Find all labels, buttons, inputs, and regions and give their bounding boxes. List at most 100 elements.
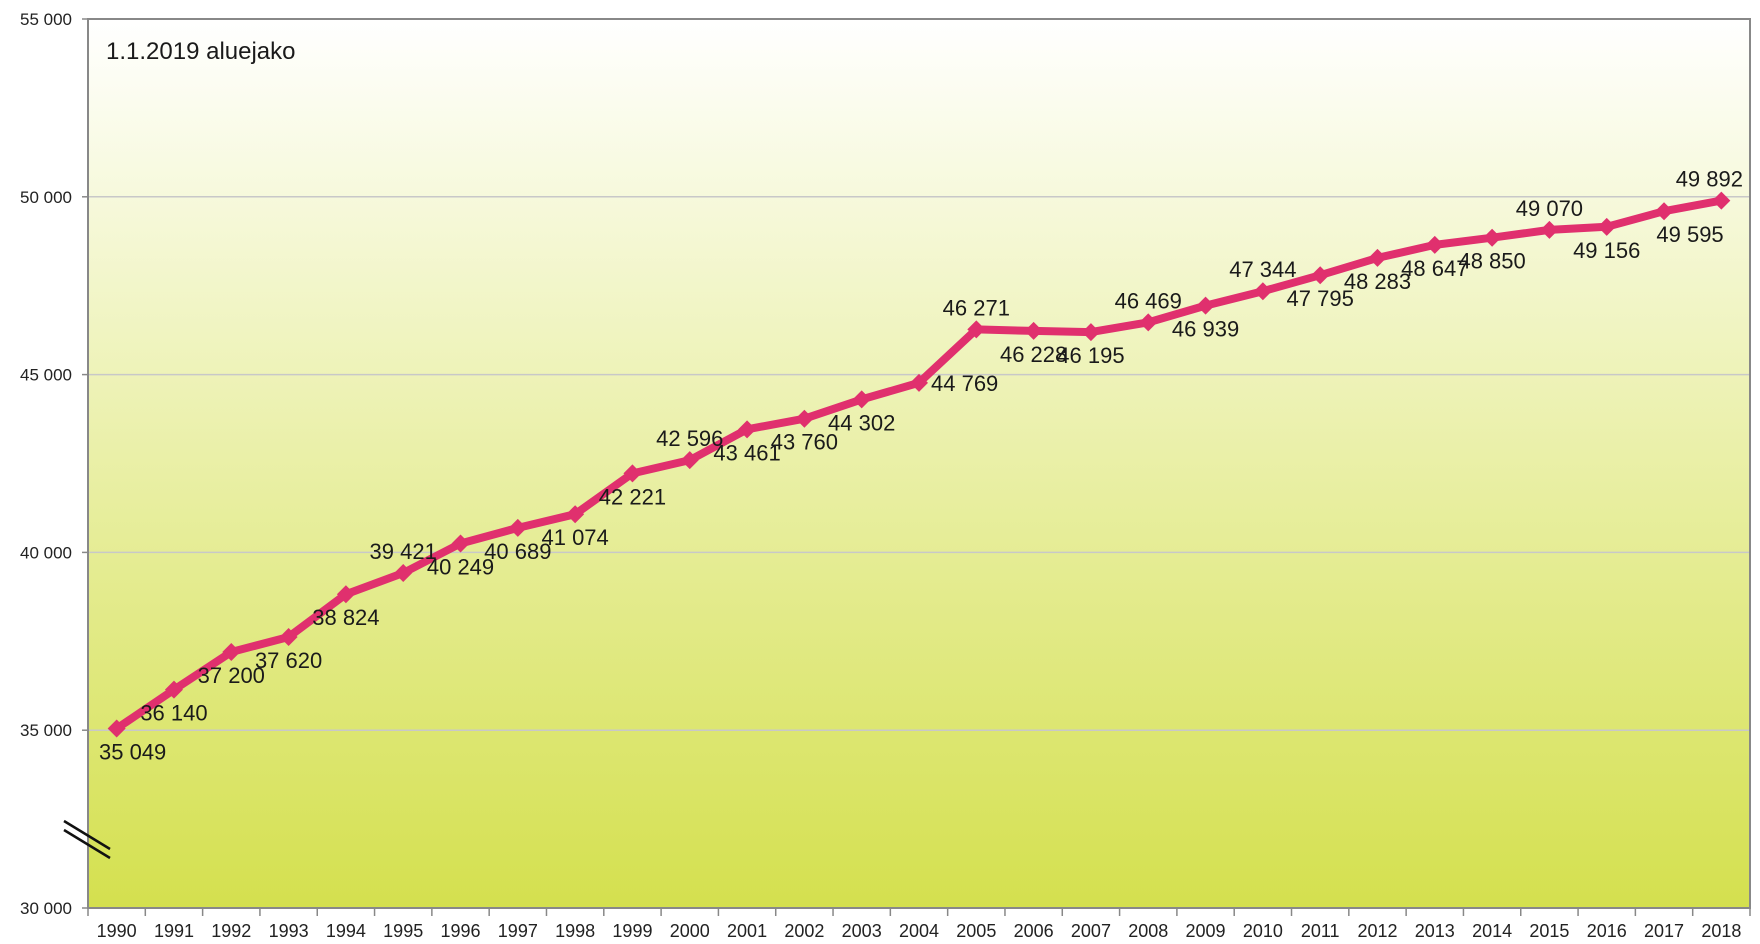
data-point — [738, 420, 757, 439]
data-label: 35 049 — [99, 739, 166, 764]
data-label: 47 795 — [1287, 286, 1354, 311]
plot-area — [88, 19, 1750, 908]
x-tick-label: 1993 — [269, 921, 309, 941]
data-point — [680, 451, 699, 470]
y-axis: 30 000 35 000 40 000 45 000 50 000 55 000 — [20, 10, 88, 918]
data-point — [164, 680, 183, 699]
x-tick-label: 2012 — [1357, 921, 1397, 941]
data-point — [394, 563, 413, 582]
data-point — [451, 534, 470, 553]
x-tick-label: 2001 — [727, 921, 767, 941]
data-label: 46 228 — [1000, 342, 1067, 367]
data-point — [279, 628, 298, 647]
data-label: 48 647 — [1401, 256, 1468, 281]
x-tick-label: 2007 — [1071, 921, 1111, 941]
x-tick-label: 2006 — [1014, 921, 1054, 941]
x-tick-label: 2015 — [1529, 921, 1569, 941]
data-point — [1253, 282, 1272, 301]
data-label: 49 070 — [1516, 196, 1583, 221]
data-label: 37 620 — [255, 648, 322, 673]
data-point — [1483, 228, 1502, 247]
data-label: 49 892 — [1676, 167, 1743, 192]
data-label: 48 850 — [1458, 249, 1525, 274]
data-label: 46 939 — [1172, 317, 1239, 342]
data-point — [1425, 235, 1444, 254]
x-tick-label: 2018 — [1701, 921, 1741, 941]
data-label: 49 595 — [1656, 222, 1723, 247]
x-tick-label: 1996 — [440, 921, 480, 941]
data-label: 46 195 — [1057, 343, 1124, 368]
data-label: 44 302 — [828, 410, 895, 435]
data-point — [1597, 217, 1616, 236]
data-point — [795, 409, 814, 428]
data-label: 40 249 — [427, 555, 494, 580]
x-tick-label: 1992 — [211, 921, 251, 941]
data-label: 37 200 — [198, 663, 265, 688]
x-tick-label: 2005 — [956, 921, 996, 941]
x-tick-label: 2010 — [1243, 921, 1283, 941]
x-tick-label: 2004 — [899, 921, 939, 941]
chart-note: 1.1.2019 aluejako — [106, 38, 296, 65]
x-tick-label: 2017 — [1644, 921, 1684, 941]
data-label: 47 344 — [1229, 257, 1296, 282]
data-point — [1081, 323, 1100, 342]
data-point — [1540, 220, 1559, 239]
x-tick-label: 2009 — [1186, 921, 1226, 941]
data-point — [1196, 296, 1215, 315]
x-tick-label: 2000 — [670, 921, 710, 941]
y-tick-label: 35 000 — [20, 721, 72, 740]
data-label: 44 769 — [931, 371, 998, 396]
y-tick-label: 45 000 — [20, 366, 72, 385]
y-tick-label: 55 000 — [20, 10, 72, 29]
data-point — [1311, 266, 1330, 285]
data-label: 39 421 — [370, 539, 437, 564]
data-label: 42 221 — [599, 484, 666, 509]
x-tick-label: 2014 — [1472, 921, 1512, 941]
x-tick-label: 1990 — [97, 921, 137, 941]
y-tick-label: 50 000 — [20, 188, 72, 207]
x-tick-label: 2008 — [1128, 921, 1168, 941]
data-point — [1655, 202, 1674, 221]
data-point — [967, 320, 986, 339]
data-label: 46 271 — [943, 295, 1010, 320]
x-tick-label: 1991 — [154, 921, 194, 941]
y-tick-label: 30 000 — [20, 899, 72, 918]
data-label: 42 596 — [656, 426, 723, 451]
plot-border — [87, 18, 1751, 909]
data-label: 46 469 — [1115, 288, 1182, 313]
axis-break-marker — [63, 819, 111, 860]
data-point — [222, 642, 241, 661]
data-point — [1712, 191, 1731, 210]
data-point — [508, 518, 527, 537]
data-point — [623, 464, 642, 483]
x-tick-label: 1998 — [555, 921, 595, 941]
x-tick-label: 2013 — [1415, 921, 1455, 941]
x-tick-label: 1995 — [383, 921, 423, 941]
x-tick-label: 2002 — [784, 921, 824, 941]
series-group — [107, 191, 1731, 738]
data-point — [910, 373, 928, 392]
data-label: 43 461 — [713, 440, 780, 465]
x-tick-label: 2011 — [1301, 921, 1340, 941]
data-label: 43 760 — [771, 430, 838, 455]
data-label: 49 156 — [1573, 238, 1640, 263]
data-label: 36 140 — [140, 701, 207, 726]
data-label: 40 689 — [484, 539, 551, 564]
x-tick-label: 1999 — [612, 921, 652, 941]
x-axis: 1990 1991 1992 1993 1994 1995 1996 1997 1998 1999… — [87, 908, 1751, 941]
y-tick-label: 40 000 — [20, 543, 72, 562]
data-point — [1368, 248, 1387, 267]
x-tick-label: 1997 — [498, 921, 538, 941]
data-point — [1139, 313, 1158, 332]
x-tick-label: 2016 — [1587, 921, 1627, 941]
data-label: 48 283 — [1344, 269, 1411, 294]
x-tick-label: 1994 — [326, 921, 366, 941]
x-tick-label: 2003 — [842, 921, 882, 941]
data-label: 41 074 — [541, 525, 608, 550]
data-point — [852, 390, 871, 409]
data-point — [107, 719, 126, 738]
data-point — [1024, 321, 1043, 340]
data-point — [566, 505, 585, 524]
